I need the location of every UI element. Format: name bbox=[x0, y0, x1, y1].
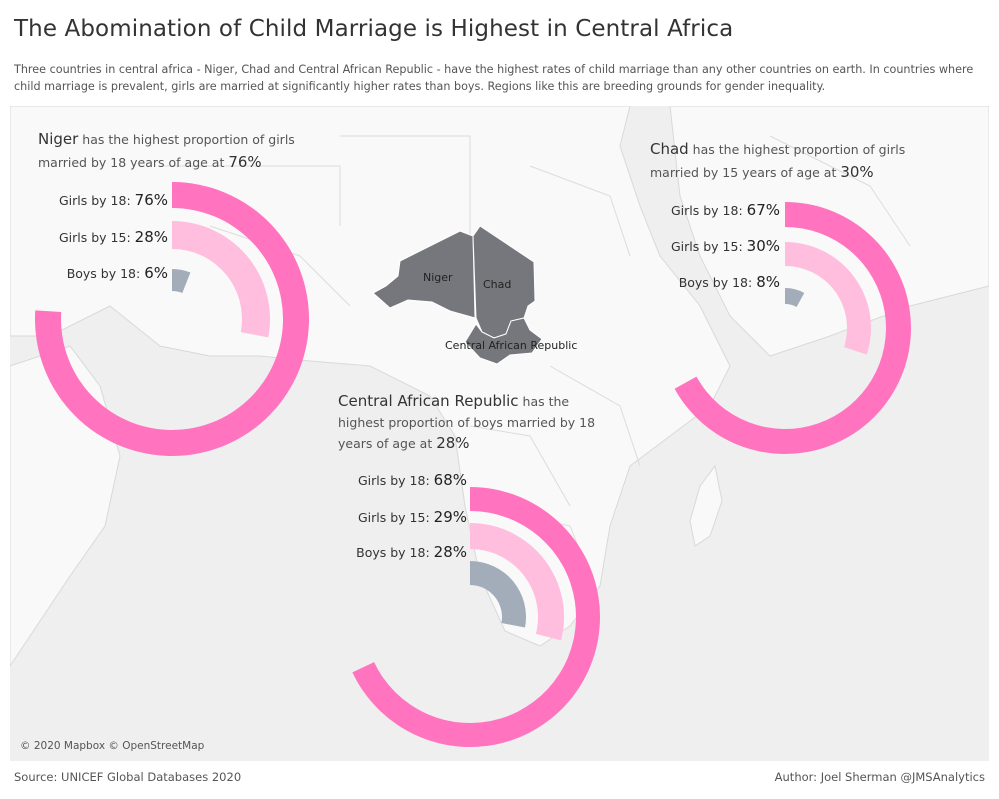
car-girls18-category: Girls by 18: bbox=[357, 473, 430, 488]
niger-boys18-label: Boys by 18: 6% bbox=[67, 264, 168, 282]
car-boys18-category: Boys by 18: bbox=[356, 545, 430, 560]
callout-car-text3: years of age at bbox=[338, 436, 437, 451]
niger-girls18-category: Girls by 18: bbox=[58, 193, 131, 208]
chad-boys18-value: 8% bbox=[756, 273, 780, 291]
car-girls15-label: Girls by 15: 29% bbox=[358, 508, 467, 526]
callout-niger-text1: has the highest proportion of girls bbox=[78, 132, 295, 147]
car-girls15-category: Girls by 15: bbox=[357, 510, 430, 525]
chad-girls18-value: 67% bbox=[746, 201, 780, 219]
niger-girls15-arc[interactable] bbox=[172, 221, 270, 338]
callout-car-text1: has the bbox=[518, 394, 570, 409]
callout-car-text2: highest proportion of boys married by 18 bbox=[338, 415, 596, 430]
callout-niger-pct: 76% bbox=[228, 153, 262, 171]
car-girls15-value: 29% bbox=[433, 508, 467, 526]
callout-niger-country: Niger bbox=[38, 130, 79, 148]
map-label-chad: Chad bbox=[483, 278, 512, 291]
car-boys18-arc[interactable] bbox=[470, 561, 526, 628]
country-niger[interactable] bbox=[372, 230, 476, 319]
chad-girls18-label: Girls by 18: 67% bbox=[671, 201, 780, 219]
chad-girls15-arc[interactable] bbox=[785, 242, 872, 355]
niger-boys18-arc[interactable] bbox=[172, 269, 191, 293]
land-madagascar bbox=[689, 464, 723, 547]
page-subtitle: Three countries in central africa - Nige… bbox=[14, 63, 974, 93]
callout-chad-text2: married by 15 years of age at bbox=[650, 165, 841, 180]
callout-car: Central African Republic has the highest… bbox=[338, 391, 618, 454]
car-girls18-value: 68% bbox=[433, 471, 467, 489]
chad-boys18-label: Boys by 18: 8% bbox=[679, 273, 780, 291]
chad-boys18-category: Boys by 18: bbox=[678, 275, 753, 290]
callout-car-country: Central African Republic bbox=[338, 392, 519, 410]
chad-girls18-category: Girls by 18: bbox=[670, 203, 743, 218]
niger-boys18-category: Boys by 18: bbox=[66, 266, 141, 281]
radial-chart-chad[interactable] bbox=[674, 202, 912, 454]
chad-girls15-category: Girls by 15: bbox=[670, 239, 743, 254]
car-girls18-label: Girls by 18: 68% bbox=[358, 471, 467, 489]
niger-girls18-label: Girls by 18: 76% bbox=[59, 191, 168, 209]
callout-chad-country: Chad bbox=[650, 140, 689, 158]
map-label-niger: Niger bbox=[423, 271, 453, 284]
callout-chad-text1: has the highest proportion of girls bbox=[688, 142, 906, 157]
callout-car-pct: 28% bbox=[436, 434, 470, 452]
callout-niger: Niger has the highest proportion of girl… bbox=[38, 128, 318, 174]
country-car[interactable] bbox=[464, 317, 543, 365]
car-girls15-arc[interactable] bbox=[470, 523, 564, 641]
author-note: Author: Joel Sherman @JMSAnalytics bbox=[774, 770, 985, 784]
callout-chad-pct: 30% bbox=[840, 163, 874, 181]
niger-boys18-value: 6% bbox=[144, 264, 168, 282]
chad-girls15-label: Girls by 15: 30% bbox=[671, 237, 780, 255]
niger-girls15-label: Girls by 15: 28% bbox=[59, 228, 168, 246]
car-boys18-label: Boys by 18: 28% bbox=[356, 543, 467, 561]
radial-chart-car[interactable] bbox=[352, 487, 600, 747]
niger-girls15-category: Girls by 15: bbox=[58, 230, 131, 245]
niger-girls15-value: 28% bbox=[134, 228, 168, 246]
source-note: Source: UNICEF Global Databases 2020 bbox=[14, 770, 242, 784]
callout-chad: Chad has the highest proportion of girls… bbox=[650, 138, 950, 184]
car-boys18-value: 28% bbox=[433, 543, 467, 561]
chad-girls15-value: 30% bbox=[746, 237, 780, 255]
chad-boys18-arc[interactable] bbox=[785, 287, 805, 307]
niger-girls18-value: 76% bbox=[134, 191, 168, 209]
radial-chart-niger[interactable] bbox=[35, 182, 310, 456]
map-label-car: Central African Republic bbox=[445, 339, 578, 352]
callout-niger-text2: married by 18 years of age at bbox=[38, 155, 229, 170]
page-title: The Abomination of Child Marriage is Hig… bbox=[14, 16, 734, 42]
map-attribution[interactable]: © 2020 Mapbox © OpenStreetMap bbox=[20, 740, 205, 752]
